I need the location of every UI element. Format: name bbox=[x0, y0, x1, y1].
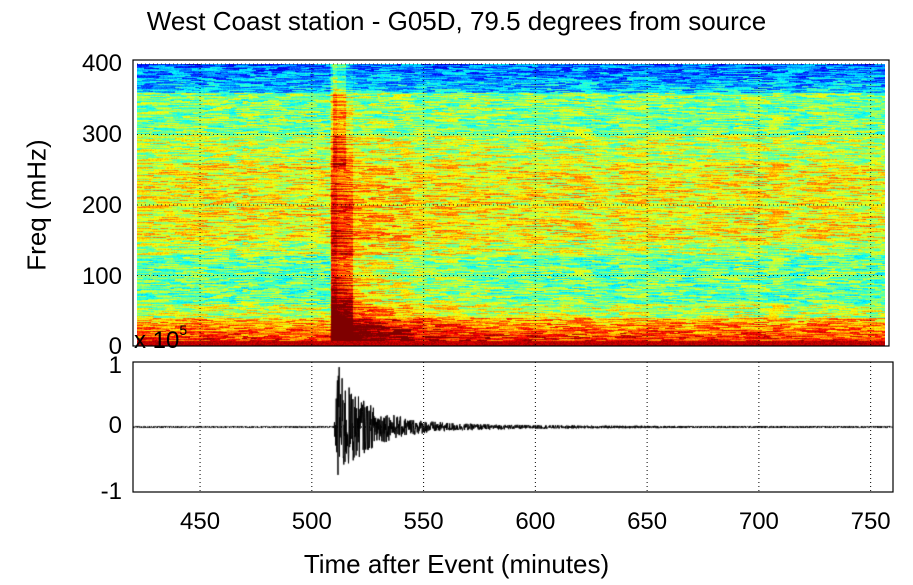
y-tick-400: 400 bbox=[81, 50, 122, 77]
x-axis-label: Time after Event (minutes) bbox=[303, 549, 610, 579]
wave-y-tick-minus-1: -1 bbox=[100, 478, 122, 505]
wave-y-tick-0: 0 bbox=[108, 412, 122, 439]
x-tick-450: 450 bbox=[180, 508, 221, 535]
y-tick-0: 0 bbox=[108, 333, 122, 360]
spectrogram-frame bbox=[132, 59, 890, 347]
chart-title: West Coast station - G05D, 79.5 degrees … bbox=[146, 6, 767, 36]
x-tick-600: 600 bbox=[515, 508, 556, 535]
y-multiplier-label: x 105 bbox=[134, 322, 188, 354]
x-tick-500: 500 bbox=[291, 508, 332, 535]
x-tick-650: 650 bbox=[627, 508, 668, 535]
seismogram-frame bbox=[132, 361, 894, 493]
y-tick-100: 100 bbox=[81, 263, 122, 290]
y-tick-300: 300 bbox=[81, 121, 122, 148]
wave-y-tick-1: 1 bbox=[108, 352, 122, 379]
y-tick-200: 200 bbox=[81, 192, 122, 219]
x-tick-700: 700 bbox=[738, 508, 779, 535]
y-axis-label: Freq (mHz) bbox=[21, 139, 52, 271]
x-tick-550: 550 bbox=[403, 508, 444, 535]
x-tick-750: 750 bbox=[850, 508, 891, 535]
